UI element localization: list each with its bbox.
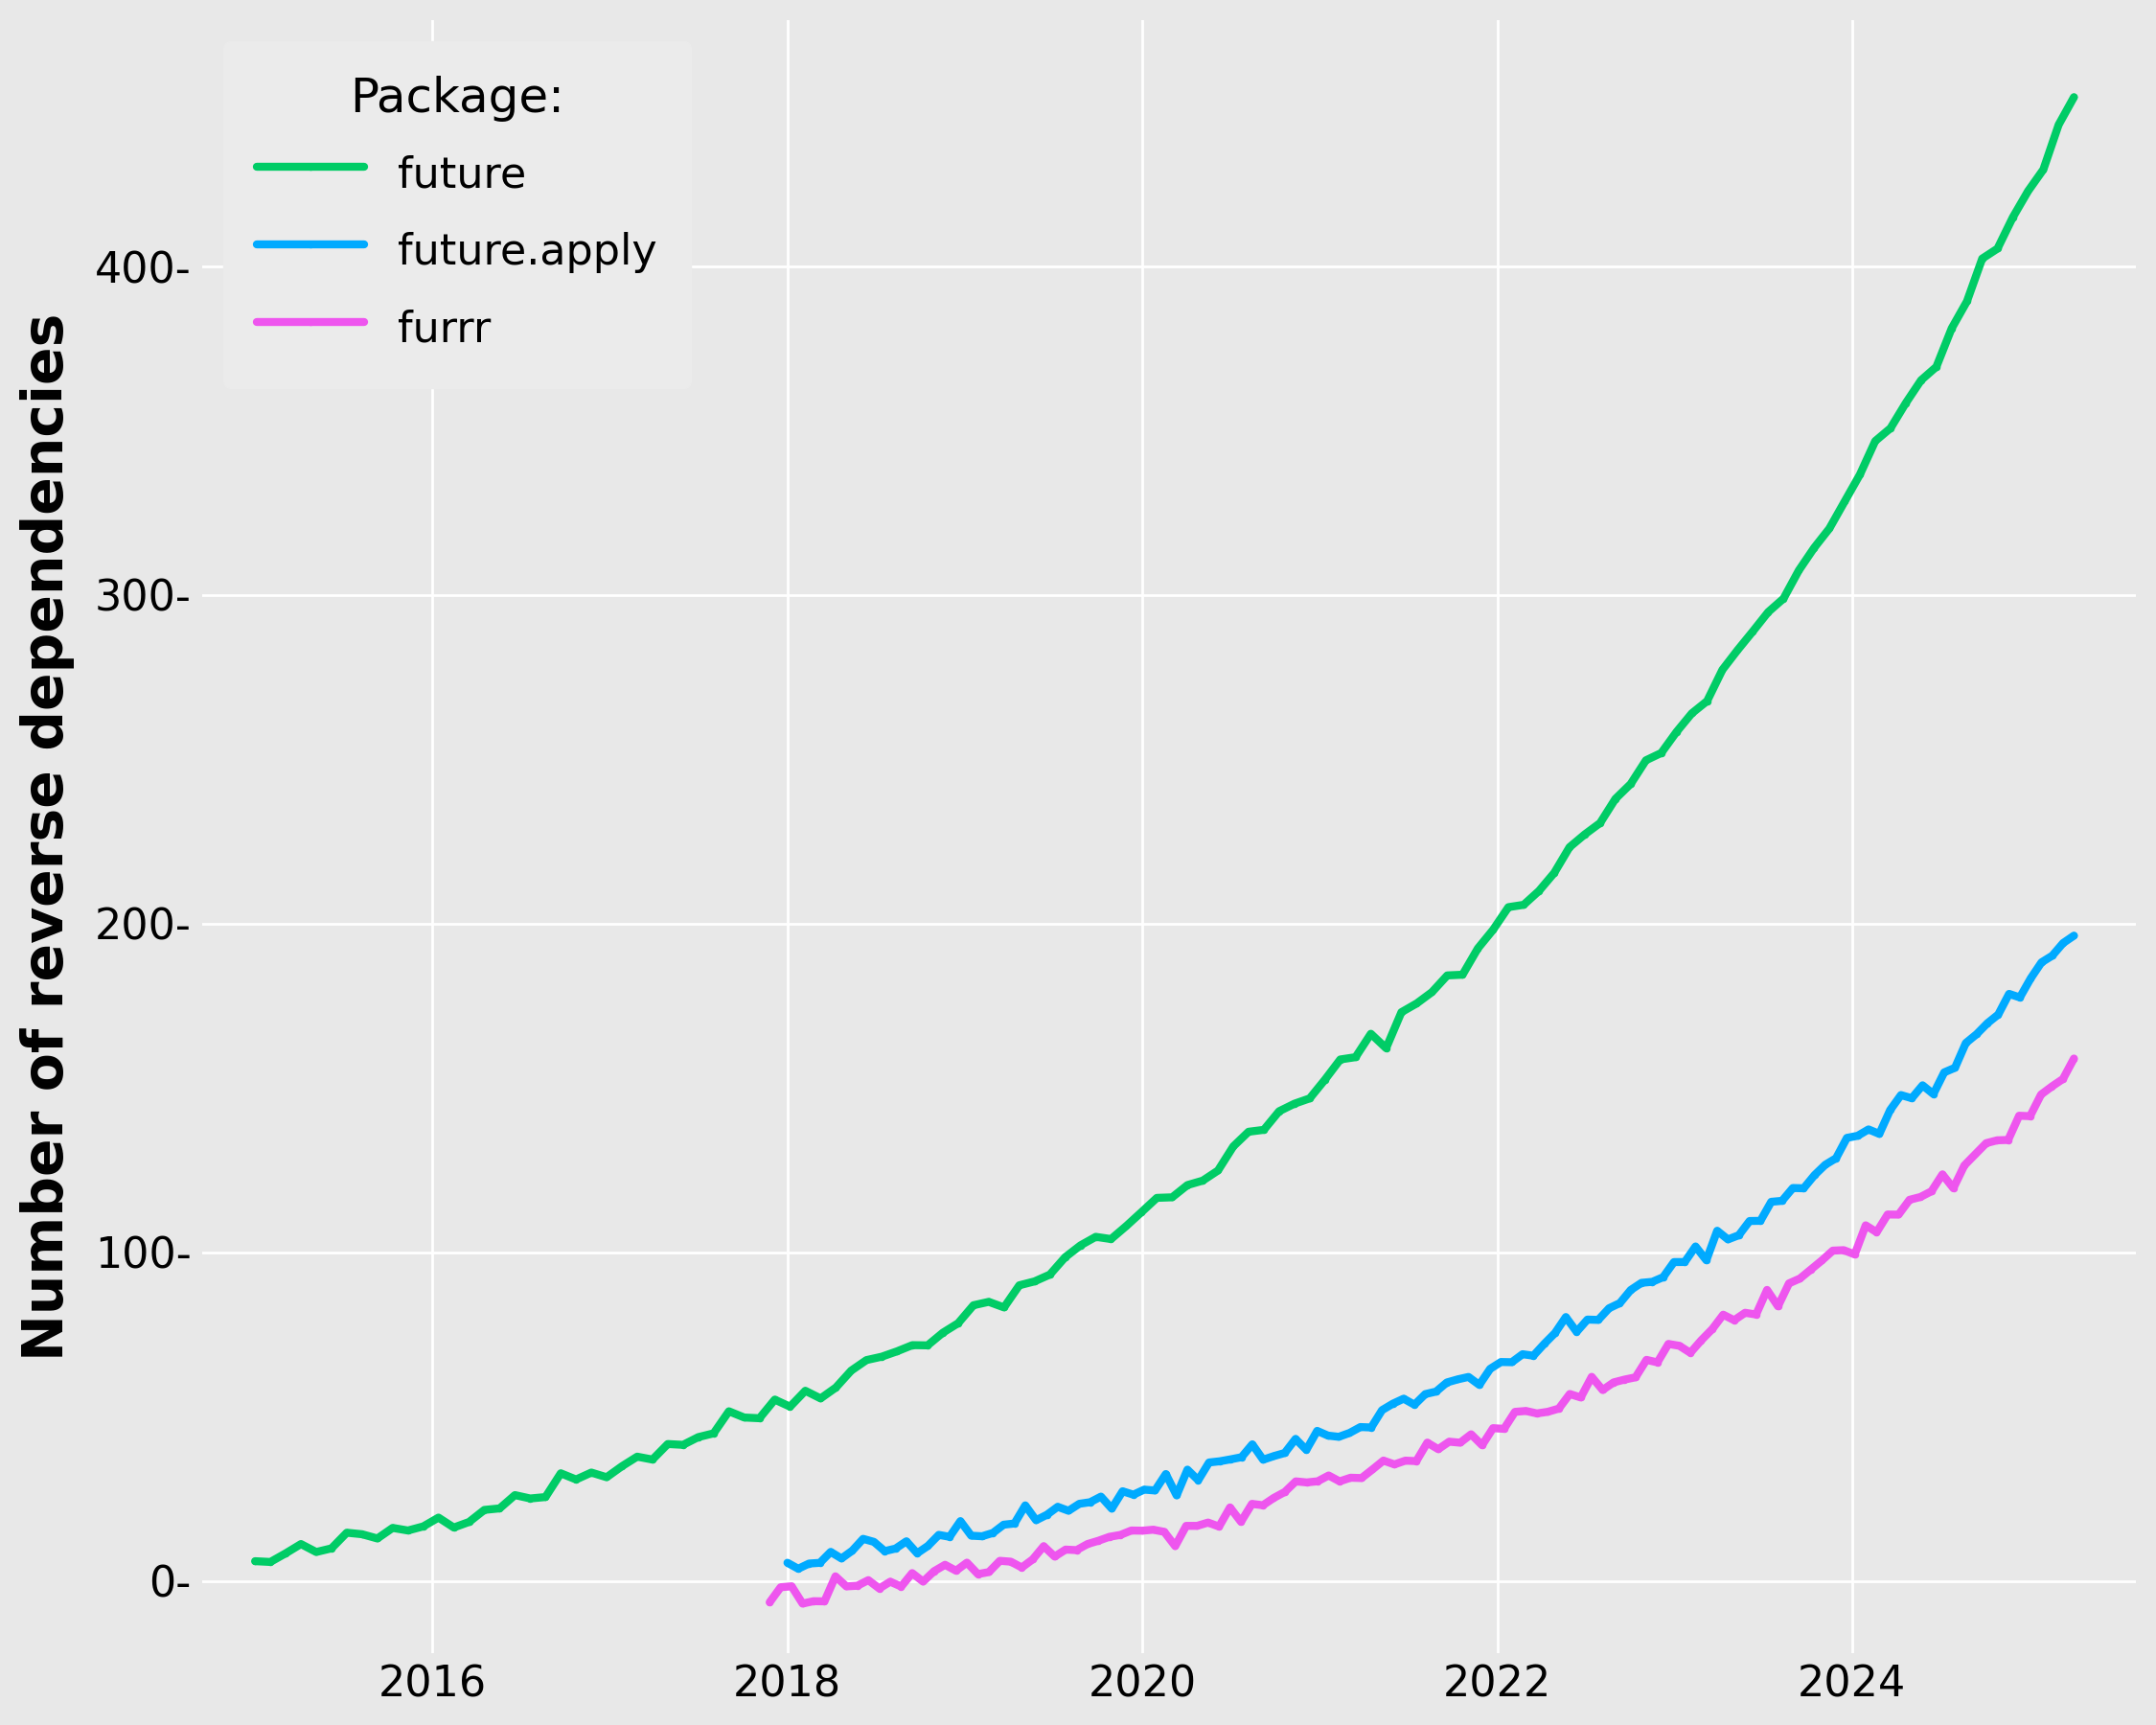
future: [257, 1551, 282, 1571]
future: [1695, 690, 1720, 711]
furrr: [1492, 1418, 1518, 1439]
furrr: [1119, 1520, 1145, 1540]
Line: future.apply: future.apply: [785, 932, 2078, 1571]
future: [2016, 181, 2042, 202]
furrr: [757, 1592, 783, 1613]
furrr: [1798, 1259, 1824, 1280]
Legend: future, future.apply, furrr: future, future.apply, furrr: [224, 41, 692, 388]
future.apply: [2061, 925, 2087, 945]
furrr: [2061, 1049, 2087, 1069]
future.apply: [1498, 1352, 1524, 1373]
future: [2061, 86, 2087, 107]
future.apply: [1132, 1480, 1158, 1501]
future.apply: [2029, 952, 2055, 973]
Line: future: future: [252, 93, 2078, 1566]
Y-axis label: Number of reverse dependencies: Number of reverse dependencies: [19, 312, 75, 1361]
furrr: [789, 1594, 815, 1615]
future.apply: [1802, 1164, 1828, 1185]
future: [1266, 1101, 1291, 1121]
future.apply: [1671, 1252, 1697, 1273]
future.apply: [1056, 1501, 1082, 1521]
future.apply: [774, 1552, 800, 1573]
future: [640, 1449, 666, 1470]
future: [1511, 895, 1537, 916]
furrr: [1667, 1335, 1692, 1356]
furrr: [1041, 1546, 1067, 1566]
future.apply: [785, 1558, 811, 1578]
furrr: [2029, 1085, 2055, 1106]
Line: furrr: furrr: [765, 1056, 2078, 1608]
future: [241, 1551, 267, 1571]
future: [746, 1408, 772, 1428]
